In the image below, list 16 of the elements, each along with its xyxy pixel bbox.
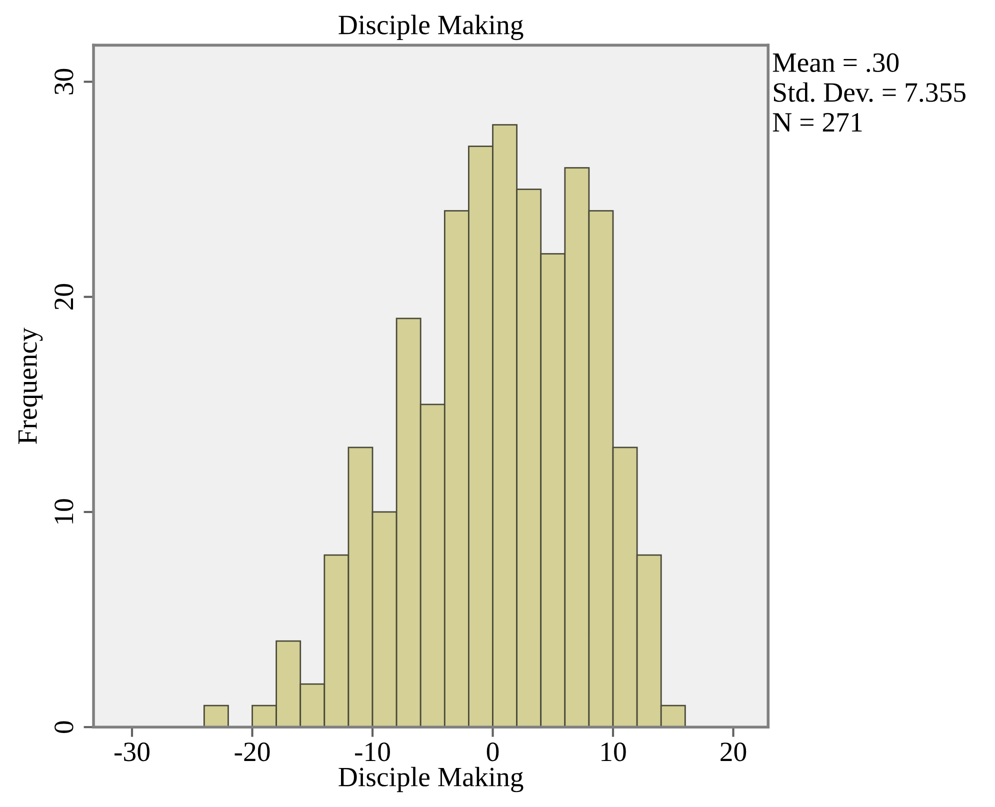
y-tick-label: 20 bbox=[54, 284, 74, 310]
x-axis-title: Disciple Making bbox=[338, 766, 524, 792]
x-tick-label: 10 bbox=[602, 742, 626, 762]
y-axis-title: Frequency bbox=[18, 328, 43, 444]
x-tick-label: -30 bbox=[114, 742, 150, 762]
text: N = 271 bbox=[772, 113, 862, 132]
text: Mean = .30 bbox=[772, 53, 899, 72]
y-tick-label: 0 bbox=[54, 721, 74, 733]
x-tick-label: -20 bbox=[234, 742, 270, 762]
x-tick-label: 20 bbox=[720, 742, 746, 762]
x-tick-label: -10 bbox=[355, 742, 390, 762]
y-tick-label: 10 bbox=[54, 499, 74, 524]
y-tick-label: 30 bbox=[54, 68, 74, 94]
text: Std. Dev. = 7.355 bbox=[774, 82, 966, 102]
x-tick-label: 0 bbox=[486, 742, 499, 762]
chart-title: Disciple Making bbox=[338, 14, 524, 40]
